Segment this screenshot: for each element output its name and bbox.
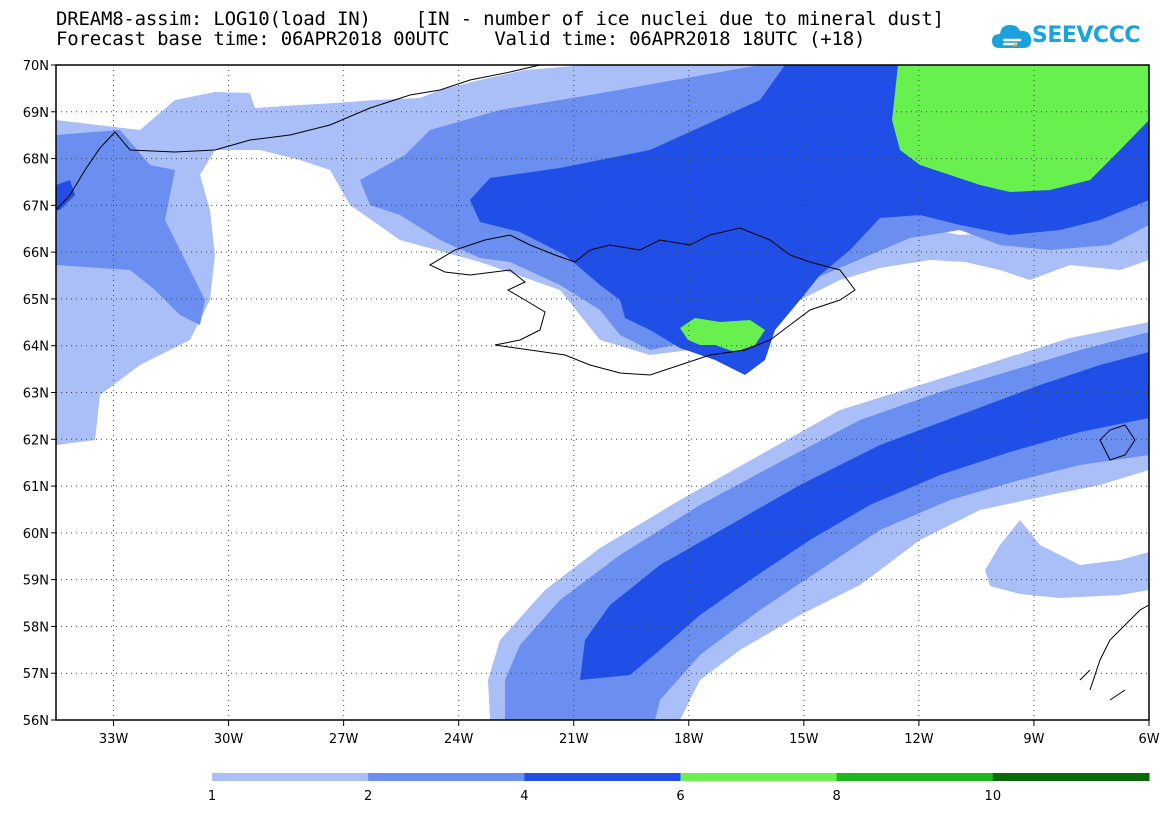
scotland-coast xyxy=(1079,604,1150,701)
colorbar-label: 10 xyxy=(985,789,1002,804)
cloud-icon xyxy=(992,25,1032,48)
lon-label: 27W xyxy=(329,732,359,747)
dust-contour-level-4-north xyxy=(56,180,75,210)
lat-label: 60N xyxy=(23,527,49,542)
colorbar-segment xyxy=(992,773,1150,781)
colorbar xyxy=(212,773,1150,781)
colorbar-segment xyxy=(368,773,525,781)
colorbar-label: 4 xyxy=(520,789,528,804)
colorbar-segment xyxy=(680,773,838,781)
logo-text: SEEVCCC xyxy=(1032,23,1140,48)
lat-lon-grid xyxy=(56,65,1149,720)
lon-label: 15W xyxy=(789,732,819,747)
dust-contour-level-2-north xyxy=(56,130,205,325)
map-subtitle: Forecast base time: 06APR2018 00UTC Vali… xyxy=(56,28,866,50)
seevccc-logo: SEEVCCC xyxy=(990,16,1140,58)
dust-field xyxy=(56,65,1149,720)
faroe-coast xyxy=(1099,424,1136,461)
greenland-coast xyxy=(55,64,541,211)
dust-contour-level-1-southeast xyxy=(985,520,1149,598)
lat-label: 59N xyxy=(23,574,49,589)
lon-label: 9W xyxy=(1023,732,1044,747)
lon-label: 24W xyxy=(444,732,474,747)
lat-label: 65N xyxy=(23,293,49,308)
colorbar-label: 1 xyxy=(208,789,216,804)
colorbar-segment xyxy=(212,773,369,781)
lon-label: 18W xyxy=(674,732,704,747)
lon-label: 30W xyxy=(214,732,244,747)
lat-label: 70N xyxy=(23,59,49,74)
colorbar-labels: 1 2 4 6 8 10 xyxy=(208,789,1001,804)
colorbar-label: 2 xyxy=(364,789,372,804)
iceland-coast xyxy=(428,227,856,376)
lat-label: 68N xyxy=(23,153,49,168)
lon-label: 33W xyxy=(99,732,129,747)
lat-label: 58N xyxy=(23,620,49,635)
lon-label: 6W xyxy=(1138,732,1159,747)
dust-contour-level-6-arctic xyxy=(892,65,1149,192)
latitude-labels: 70N 69N 68N 67N 66N 65N 64N 63N 62N 61N 60N 59N 58N 5… xyxy=(23,59,56,729)
lat-label: 63N xyxy=(23,387,49,402)
dust-contour-level-6-iceland xyxy=(680,318,765,352)
lat-label: 61N xyxy=(23,480,49,495)
colorbar-label: 8 xyxy=(833,789,841,804)
dust-contour-level-4-band xyxy=(580,352,1149,680)
colorbar-segment xyxy=(836,773,994,781)
colorbar-label: 6 xyxy=(676,789,684,804)
lon-label: 12W xyxy=(904,732,934,747)
lat-label: 69N xyxy=(23,106,49,121)
lat-label: 67N xyxy=(23,199,49,214)
map-title: DREAM8-assim: LOG10(load IN) [IN - numbe… xyxy=(56,8,944,30)
lat-label: 56N xyxy=(23,714,49,729)
lat-label: 66N xyxy=(23,246,49,261)
coastlines xyxy=(55,64,1150,701)
lat-label: 64N xyxy=(23,340,49,355)
lon-label: 21W xyxy=(559,732,589,747)
lat-label: 57N xyxy=(23,667,49,682)
colorbar-segment xyxy=(524,773,681,781)
longitude-labels: 33W 30W 27W 24W 21W 18W 15W 12W 9W 6W xyxy=(99,720,1160,747)
lat-label: 62N xyxy=(23,433,49,448)
